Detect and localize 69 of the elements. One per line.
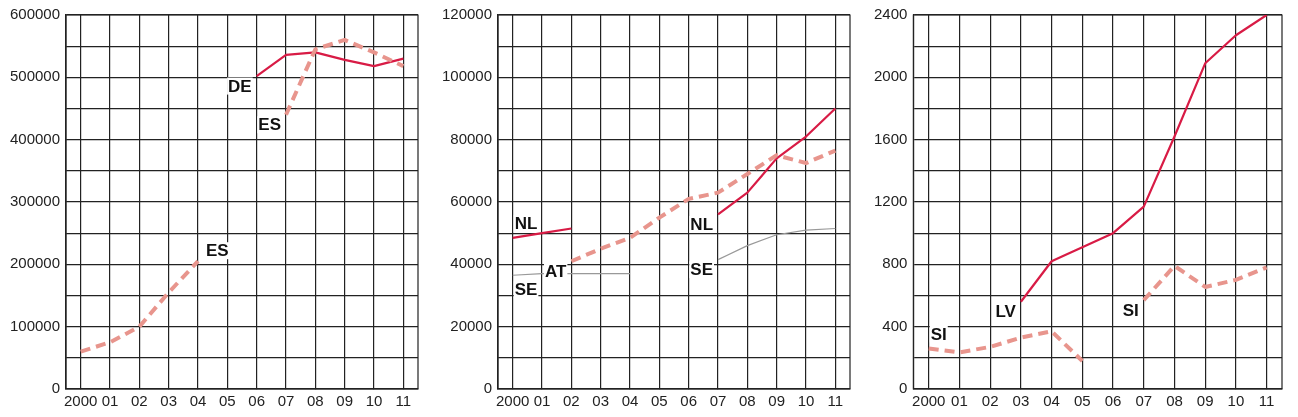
annotation: ES	[206, 241, 229, 261]
x-tick-label: 08	[307, 392, 324, 410]
y-tick-label: 1200	[873, 192, 908, 210]
x-tick-label: 02	[563, 392, 580, 410]
annotation: AT	[544, 261, 567, 281]
x-tick-label: 04	[1043, 392, 1060, 410]
line-series	[569, 148, 838, 264]
x-tick-label: 09	[768, 392, 786, 410]
x-tick-label: 03	[592, 392, 610, 410]
y-tick-label: 20000	[450, 316, 493, 334]
x-tick-label: 06	[680, 392, 698, 410]
x-tick-label: 07	[1135, 392, 1153, 410]
y-tick-label: 300000	[9, 192, 61, 210]
y-tick-label: 2000	[873, 67, 908, 85]
x-tick-label: 11	[1258, 392, 1275, 410]
annotation: ES	[258, 115, 282, 135]
x-tick-label: 05	[1073, 392, 1091, 410]
x-tick-label: 08	[739, 392, 756, 410]
y-tick-label: 500000	[9, 67, 61, 85]
x-tick-label: 01	[101, 392, 119, 410]
y-tick-label: 600000	[9, 5, 61, 23]
x-tick-label: 01	[951, 392, 968, 410]
x-tick-label: 06	[1104, 392, 1122, 410]
x-tick-label: 11	[395, 392, 412, 410]
y-tick-label: 0	[483, 379, 493, 397]
y-tick-label: 100000	[441, 67, 493, 85]
y-tick-label: 100000	[9, 316, 61, 334]
y-tick-label: 400	[882, 316, 908, 334]
x-tick-label: 2000	[496, 392, 530, 410]
x-tick-label: 09	[1196, 392, 1214, 410]
x-tick-label: 08	[1166, 392, 1183, 410]
annotation: SE	[690, 260, 714, 280]
x-tick-label: 11	[827, 392, 844, 410]
y-tick-label: 2400	[873, 5, 908, 23]
y-tick-label: 60000	[450, 192, 493, 210]
x-tick-label: 02	[131, 392, 148, 410]
x-tick-label: 07	[277, 392, 295, 410]
x-tick-label: 05	[219, 392, 236, 410]
y-tick-label: 0	[51, 379, 61, 397]
x-tick-label: 10	[797, 392, 815, 410]
x-tick-label: 2000	[64, 392, 98, 410]
x-tick-label: 02	[981, 392, 999, 410]
x-tick-label: 03	[1012, 392, 1030, 410]
y-tick-label: 800	[882, 254, 908, 272]
annotation: NL	[514, 214, 538, 234]
x-tick-label: 07	[709, 392, 727, 410]
y-tick-label: 200000	[9, 254, 61, 272]
y-tick-label: 400000	[9, 129, 61, 147]
y-tick-label: 120000	[441, 5, 493, 23]
annotation: NL	[690, 215, 714, 235]
annotation: LV	[995, 302, 1017, 322]
x-tick-label: 04	[189, 392, 207, 410]
y-tick-label: 0	[899, 379, 908, 397]
x-tick-label: 04	[621, 392, 639, 410]
annotation: SE	[514, 280, 538, 300]
x-tick-label: 10	[1227, 392, 1245, 410]
annotation: SI	[1122, 300, 1139, 320]
y-tick-label: 40000	[450, 254, 493, 272]
x-tick-label: 10	[365, 392, 383, 410]
y-tick-label: 80000	[450, 129, 493, 147]
x-tick-label: 06	[248, 392, 266, 410]
annotation: DE	[228, 76, 252, 96]
x-tick-label: 09	[336, 392, 354, 410]
x-tick-label: 01	[533, 392, 551, 410]
x-tick-label: 05	[651, 392, 668, 410]
y-tick-label: 1600	[873, 129, 908, 147]
x-tick-label: 2000	[912, 392, 946, 410]
x-tick-label: 03	[160, 392, 178, 410]
annotation: SI	[930, 324, 947, 344]
